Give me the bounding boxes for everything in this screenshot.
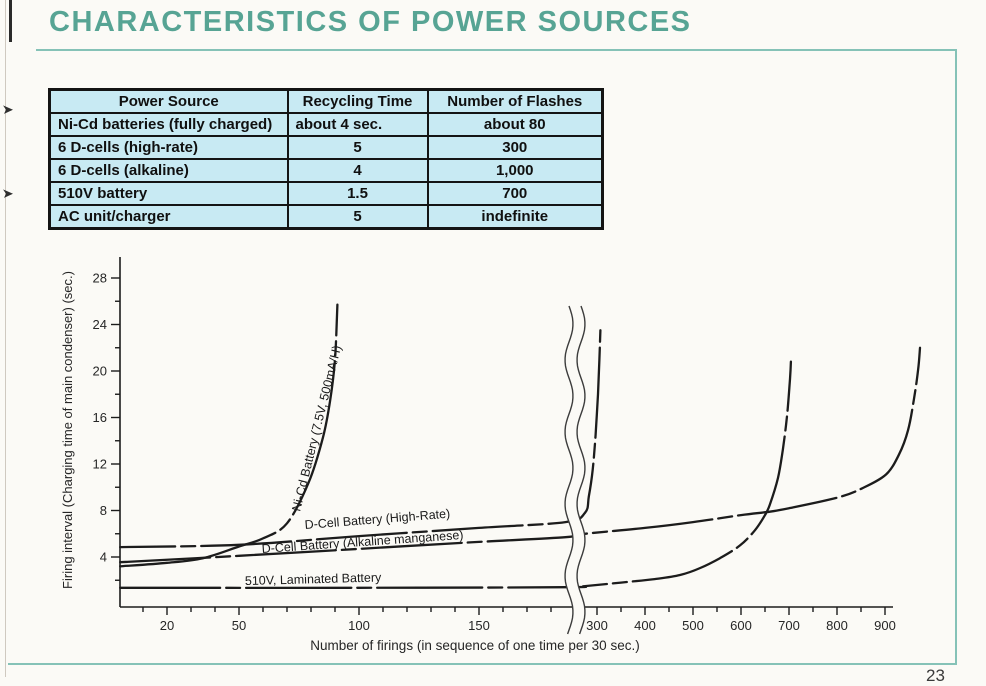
svg-text:500: 500 <box>682 618 704 633</box>
table-row: 510V battery 1.5 700 <box>48 181 604 206</box>
cell-number-of-flashes: indefinite <box>426 204 604 230</box>
cell-power-source: 6 D-cells (high-rate) <box>48 135 289 160</box>
svg-text:20: 20 <box>160 618 174 633</box>
table-row: 6 D-cells (alkaline) 4 1,000 <box>48 158 604 183</box>
cell-recycling-time: about 4 sec. <box>286 112 429 137</box>
svg-text:28: 28 <box>93 271 107 286</box>
cell-power-source: 510V battery <box>48 181 289 206</box>
svg-text:700: 700 <box>778 618 800 633</box>
series-label: 510V, Laminated Battery <box>245 570 383 588</box>
cell-recycling-time: 4 <box>286 158 429 183</box>
binding-mark-line <box>9 0 12 42</box>
margin-arrow-mark <box>3 189 13 198</box>
svg-text:900: 900 <box>874 618 896 633</box>
page-frame-right <box>955 49 957 665</box>
table-row: 6 D-cells (high-rate) 5 300 <box>48 135 604 160</box>
table-header-row: Power Source Recycling Time Number of Fl… <box>48 88 604 114</box>
page-edge-line <box>5 0 6 677</box>
y-axis-label: Firing interval (Charging time of main c… <box>60 271 75 589</box>
y-axis-ticks: 4 8 12 16 20 24 28 <box>93 271 120 581</box>
cell-number-of-flashes: 1,000 <box>426 158 604 183</box>
svg-text:300: 300 <box>586 618 608 633</box>
series-label: Ni-Cd Battery (7.5V, 500mA/H) <box>289 344 344 513</box>
page-number: 23 <box>926 666 945 685</box>
series-label: D-Cell Battery (High-Rate) <box>304 507 451 532</box>
series-curve <box>119 360 793 589</box>
cell-power-source: 6 D-cells (alkaline) <box>48 158 289 183</box>
page-title: CHARACTERISTICS OF POWER SOURCES <box>49 6 692 38</box>
table-row: AC unit/charger 5 indefinite <box>48 204 604 230</box>
svg-text:800: 800 <box>826 618 848 633</box>
cell-recycling-time: 1.5 <box>286 181 429 206</box>
cell-power-source: Ni-Cd batteries (fully charged) <box>48 112 289 137</box>
svg-text:4: 4 <box>100 550 107 565</box>
chart-series <box>119 303 922 589</box>
svg-text:16: 16 <box>93 410 107 425</box>
svg-text:24: 24 <box>93 317 107 332</box>
svg-text:150: 150 <box>468 618 490 633</box>
svg-text:8: 8 <box>100 503 107 518</box>
svg-text:50: 50 <box>232 618 246 633</box>
power-source-table: Power Source Recycling Time Number of Fl… <box>48 88 604 230</box>
table-row: Ni-Cd batteries (fully charged) about 4 … <box>48 112 604 137</box>
series-curve <box>119 346 922 564</box>
cell-power-source: AC unit/charger <box>48 204 289 230</box>
series-label: D-Cell Battery (Alkaline manganese) <box>261 528 464 556</box>
scale-break <box>564 305 586 635</box>
series-labels: Ni-Cd Battery (7.5V, 500mA/H)D-Cell Batt… <box>245 344 464 588</box>
cell-number-of-flashes: 700 <box>426 181 604 206</box>
cell-number-of-flashes: 300 <box>426 135 604 160</box>
cell-recycling-time: 5 <box>286 135 429 160</box>
page-frame-bottom <box>8 663 957 665</box>
cell-number-of-flashes: about 80 <box>426 112 604 137</box>
svg-text:12: 12 <box>93 457 107 472</box>
margin-arrow-mark <box>3 105 13 114</box>
col-header-number-of-flashes: Number of Flashes <box>426 88 604 114</box>
svg-text:400: 400 <box>634 618 656 633</box>
title-underline <box>36 49 957 51</box>
x-axis-ticks: 20 50 100 150 300 400 500 600 700 800 900 <box>142 607 896 633</box>
series-curve <box>119 303 339 568</box>
svg-text:20: 20 <box>93 364 107 379</box>
series-curve <box>119 329 602 549</box>
col-header-power-source: Power Source <box>48 88 289 114</box>
cell-recycling-time: 5 <box>286 204 429 230</box>
svg-text:100: 100 <box>348 618 370 633</box>
chart-axes <box>119 257 893 608</box>
x-axis-label: Number of firings (in sequence of one ti… <box>310 638 639 653</box>
svg-text:600: 600 <box>730 618 752 633</box>
